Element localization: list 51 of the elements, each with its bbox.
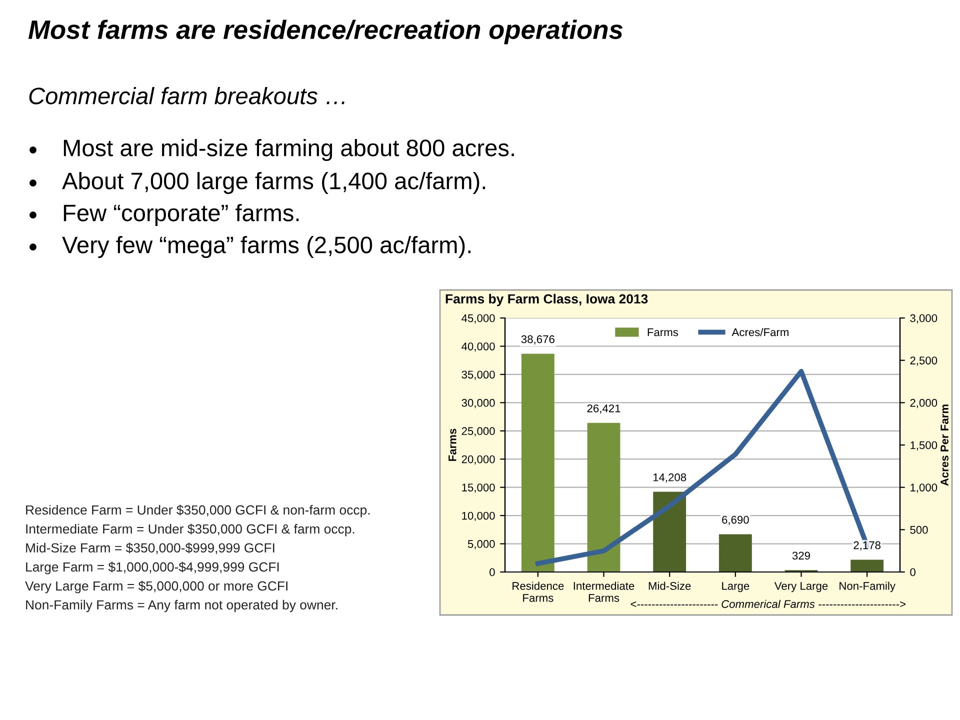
text: Very few “mega” farms (2,500 ac/farm). — [62, 236, 471, 258]
text: Commercial farm breakouts … — [29, 86, 344, 104]
bar — [653, 492, 686, 572]
y2-tick-label: 0 — [910, 568, 916, 576]
y-tick-label: 40,000 — [462, 342, 495, 352]
x-tick-label: Residence Farms — [512, 582, 564, 602]
bar — [850, 560, 884, 572]
bar — [521, 354, 554, 572]
legend-label: Acres/Farm — [732, 328, 788, 336]
x-tick-label: Intermediate Farms — [574, 582, 634, 602]
y-tick-label: 45,000 — [462, 314, 495, 324]
y2-tick-label: 2,000 — [910, 398, 938, 408]
y2-tick-label: 2,500 — [910, 356, 938, 366]
legend-label: Farms — [648, 328, 678, 336]
x-tick-label: Large — [722, 582, 750, 592]
bar — [587, 422, 620, 572]
text: Residence Farm = Under $350,000 GCFI & non-farm occp. — [26, 504, 370, 518]
text: Few “corporate” farms. — [64, 204, 299, 226]
y2-axis-title: Acres Per Farm — [940, 404, 948, 486]
y-tick-label: 0 — [490, 568, 495, 576]
text: Most are mid-size farming about 800 acres. — [64, 138, 514, 162]
text: Non-Family Farms = Any farm not operated by owner. — [26, 600, 338, 612]
y-axis-title: Farms — [448, 428, 456, 461]
x-tick-label: Very Large — [774, 582, 828, 592]
data-label: 38,676 — [521, 335, 554, 344]
data-label: 14,208 — [653, 473, 686, 483]
y-tick-label: 35,000 — [462, 370, 495, 380]
x-tick-label: Non-Family — [840, 582, 896, 592]
text: Large Farm = $1,000,000-$4,999,999 GCFI — [26, 562, 279, 574]
y-tick-label: 30,000 — [462, 398, 495, 408]
y-tick-label: 5,000 — [468, 540, 495, 550]
text: Most farms are residence/recreation operations — [28, 20, 623, 44]
y2-tick-label: 1,000 — [910, 484, 938, 493]
y-tick-label: 20,000 — [462, 455, 495, 465]
data-label: 26,421 — [587, 404, 620, 414]
y-tick-label: 10,000 — [462, 512, 495, 522]
text: <---------------------- Commerical Farms ----------------------> — [630, 600, 906, 608]
text: About 7,000 large farms (1,400 ac/farm). — [62, 172, 486, 194]
text: Intermediate Farm = Under $350,000 GCFI & farm occp. — [26, 524, 354, 536]
chart-title: Farms by Farm Class, Iowa 2013 — [446, 294, 648, 306]
bar — [718, 534, 752, 572]
y-tick-label: 15,000 — [462, 484, 495, 493]
data-label: 329 — [792, 552, 810, 560]
y-tick-label: 25,000 — [462, 427, 495, 436]
data-label: 6,690 — [722, 516, 749, 526]
text: Mid-Size Farm = $350,000-$999,999 GCFI — [26, 542, 274, 554]
y2-tick-label: 1,500 — [910, 441, 938, 450]
x-tick-label: Mid-Size — [648, 582, 691, 590]
y2-tick-label: 500 — [910, 526, 928, 534]
text: Very Large Farm = $5,000,000 or more GCFI — [25, 580, 288, 594]
y2-tick-label: 3,000 — [910, 314, 938, 324]
